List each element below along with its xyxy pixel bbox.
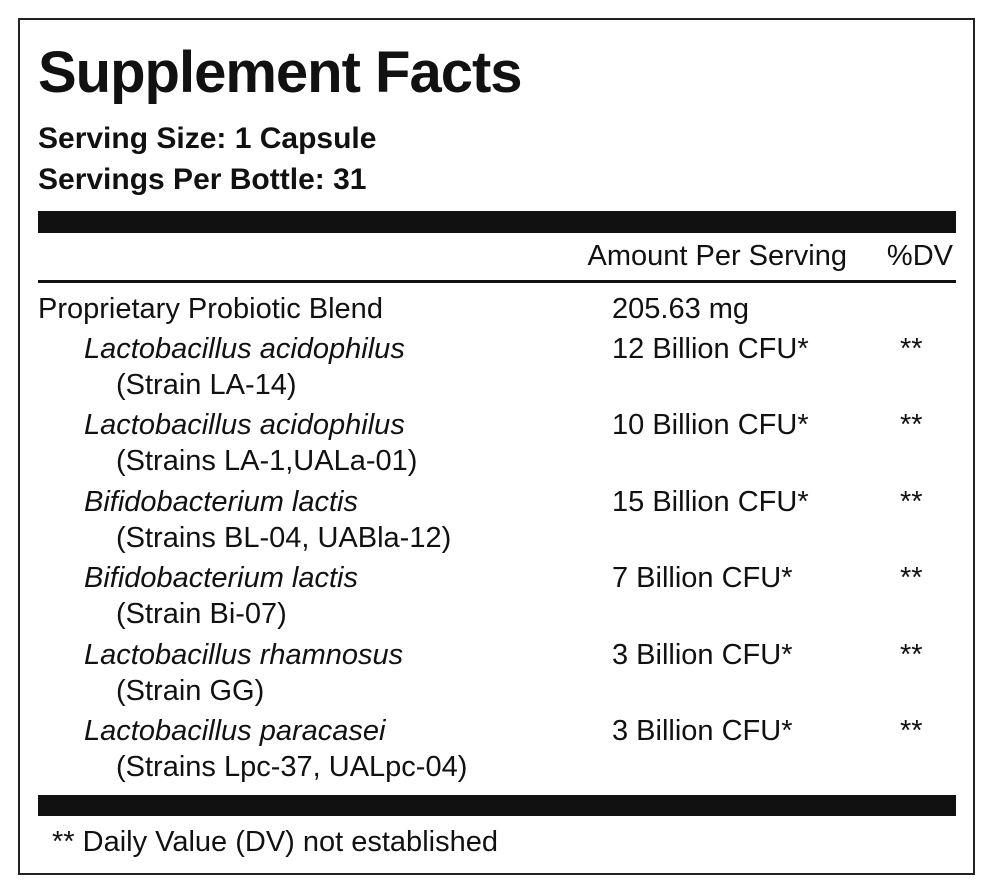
ingredient-strain: (Strains BL-04, UABla-12) bbox=[116, 521, 452, 554]
ingredient-strain: (Strains Lpc-37, UALpc-04) bbox=[116, 751, 468, 783]
ingredient-dv: ** bbox=[900, 409, 923, 442]
title: Supplement Facts bbox=[38, 40, 523, 105]
ingredient-amount: 3 Billion CFU* bbox=[612, 715, 793, 747]
ingredient-amount: 7 Billion CFU* bbox=[612, 562, 793, 595]
ingredient-amount: 12 Billion CFU* bbox=[612, 333, 809, 365]
thick-rule bbox=[38, 795, 956, 816]
ingredient-dv: ** bbox=[900, 715, 923, 747]
serving-size: Serving Size: 1 Capsule bbox=[38, 122, 377, 155]
ingredient-strain: (Strain LA-14) bbox=[116, 369, 297, 401]
ingredient-name: Lactobacillus acidophilus bbox=[84, 333, 405, 365]
ingredient-strain: (Strain GG) bbox=[116, 674, 265, 707]
supplement-facts-panel: Supplement Facts Serving Size: 1 Capsule… bbox=[18, 18, 975, 875]
ingredient-dv: ** bbox=[900, 485, 923, 518]
ingredient-amount: 3 Billion CFU* bbox=[612, 638, 793, 671]
blend-name: Proprietary Probiotic Blend bbox=[38, 293, 383, 325]
thin-rule bbox=[38, 280, 956, 283]
blend-amount: 205.63 mg bbox=[612, 293, 750, 325]
ingredient-name: Lactobacillus paracasei bbox=[84, 715, 386, 747]
thick-rule bbox=[38, 211, 956, 233]
ingredient-amount: 10 Billion CFU* bbox=[612, 409, 809, 442]
ingredient-name: Bifidobacterium lactis bbox=[84, 485, 358, 518]
ingredient-name: Lactobacillus rhamnosus bbox=[84, 638, 404, 671]
ingredient-strain: (Strains LA-1,UALa-01) bbox=[116, 445, 418, 478]
ingredient-dv: ** bbox=[900, 638, 923, 671]
amount-header: Amount Per Serving bbox=[587, 240, 847, 272]
ingredient-amount: 15 Billion CFU* bbox=[612, 485, 809, 518]
ingredient-strain: (Strain Bi-07) bbox=[116, 598, 287, 631]
ingredient-dv: ** bbox=[900, 562, 923, 595]
footnote: ** Daily Value (DV) not established bbox=[52, 826, 498, 858]
dv-header: %DV bbox=[886, 240, 953, 272]
ingredient-name: Bifidobacterium lactis bbox=[84, 562, 358, 595]
ingredient-name: Lactobacillus acidophilus bbox=[84, 409, 405, 442]
servings-per-container: Servings Per Bottle: 31 bbox=[38, 163, 367, 196]
ingredient-dv: ** bbox=[900, 333, 923, 365]
